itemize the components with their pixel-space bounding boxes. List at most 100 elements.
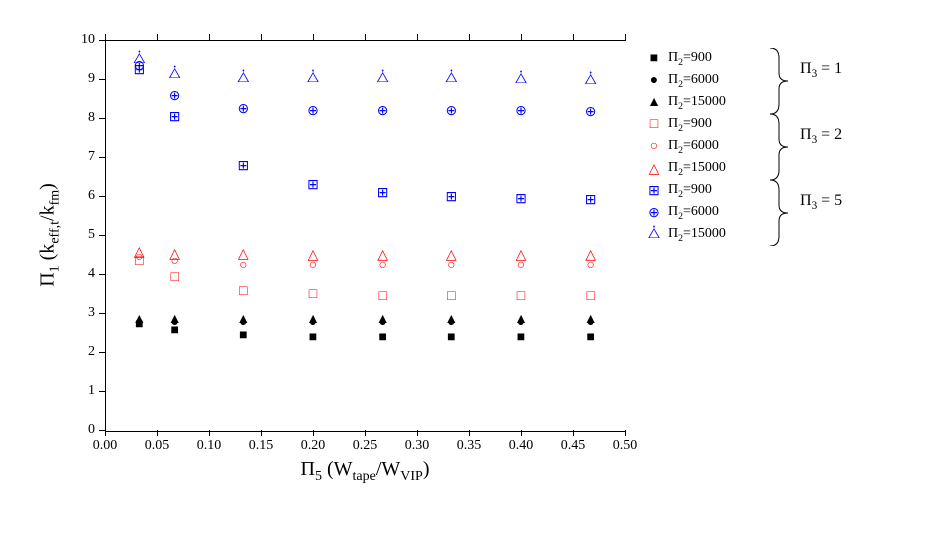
legend-group-brace [770,114,788,180]
data-point: △ [238,248,249,262]
legend-marker: △ [640,161,668,178]
legend-group-brace [770,180,788,246]
data-point: □ [586,290,594,304]
data-point: ▲ [376,313,390,327]
y-tick [99,196,105,197]
legend-label: Π2=6000 [668,72,719,90]
y-tick-label: 6 [88,188,95,204]
x-tick-top [365,34,366,40]
legend-marker: □ [640,117,668,133]
legend-item: ○Π2=6000 [640,136,726,158]
data-point: ⊕ [237,103,249,117]
x-tick-label: 0.35 [457,438,482,454]
data-point: ▲ [584,313,598,327]
y-tick-label: 8 [88,110,95,126]
data-point: △ [134,246,145,260]
legend-item: ■Π2=900 [640,48,726,70]
x-tick [625,430,626,436]
legend-marker: ⊞ [640,183,668,200]
x-tick [313,430,314,436]
legend-group-label: Π3 = 2 [800,126,842,146]
x-tick-top [209,34,210,40]
y-tick [99,352,105,353]
x-tick-top [313,34,314,40]
data-point: ⊞ [585,194,597,208]
data-point: ⊞ [237,160,249,174]
y-tick-label: 4 [88,266,95,282]
legend-item: ▲Π2=15000 [640,92,726,114]
x-tick [261,430,262,436]
data-point: ⊕ [585,106,597,120]
x-tick [365,430,366,436]
data-point: ⊕ [169,90,181,104]
data-point: △ [585,249,596,263]
data-point: ⊞ [515,193,527,207]
data-point: □ [170,271,178,285]
data-point: ⧊ [168,68,181,82]
data-point: △ [516,249,527,263]
x-tick [157,430,158,436]
data-point: ■ [378,331,386,345]
legend-label: Π2=900 [668,116,712,134]
data-point: ■ [309,331,317,345]
x-tick-top [157,34,158,40]
data-point: ▲ [306,313,320,327]
x-tick-label: 0.25 [353,438,378,454]
legend-item: ⧊Π2=15000 [640,224,726,246]
data-point: ▲ [514,313,528,327]
data-point: △ [377,249,388,263]
legend-group-label: Π3 = 5 [800,192,842,212]
x-tick-top [573,34,574,40]
data-point: ⊕ [307,105,319,119]
legend-marker: ■ [640,51,668,67]
data-point: ⊕ [515,105,527,119]
data-point: ⧊ [237,72,250,86]
x-tick [469,430,470,436]
legend-item: ●Π2=6000 [640,70,726,92]
data-point: △ [169,248,180,262]
data-point: ■ [517,331,525,345]
data-point: ■ [586,331,594,345]
x-tick-top [469,34,470,40]
data-point: ⊞ [169,111,181,125]
data-point: ⧊ [133,53,146,67]
data-point: ⊞ [307,179,319,193]
x-tick [573,430,574,436]
x-tick-label: 0.20 [301,438,326,454]
data-point: ⧊ [584,74,597,88]
data-point: ⊞ [445,191,457,205]
legend-group-brace [770,48,788,114]
scatter-chart: Π5 (Wtape/WVIP) Π1 (keff,t/kfm) ■Π2=900●… [0,0,933,539]
x-tick-top [625,34,626,40]
x-axis-title: Π5 (Wtape/WVIP) [301,458,430,485]
legend-label: Π2=15000 [668,160,726,178]
legend-marker: ⧊ [640,227,668,243]
y-tick-label: 2 [88,344,95,360]
data-point: △ [308,249,319,263]
x-tick [209,430,210,436]
x-tick-top [521,34,522,40]
legend-item: ⊞Π2=900 [640,180,726,202]
y-tick-label: 0 [88,422,95,438]
data-point: □ [309,288,317,302]
y-axis-title: Π1 (keff,t/kfm) [37,183,64,287]
legend-label: Π2=15000 [668,94,726,112]
y-tick-label: 7 [88,149,95,165]
legend: ■Π2=900●Π2=6000▲Π2=15000□Π2=900○Π2=6000△… [640,48,726,246]
y-tick [99,118,105,119]
legend-marker: ⊕ [640,205,668,222]
data-point: ▲ [168,313,182,327]
legend-marker: ▲ [640,95,668,111]
y-tick [99,391,105,392]
legend-label: Π2=6000 [668,204,719,222]
y-tick [99,313,105,314]
legend-label: Π2=900 [668,50,712,68]
y-tick [99,274,105,275]
data-point: ⧊ [376,72,389,86]
legend-item: □Π2=900 [640,114,726,136]
data-point: ⊕ [377,105,389,119]
legend-item: △Π2=15000 [640,158,726,180]
x-tick [105,430,106,436]
data-point: ⧊ [445,72,458,86]
data-point: ⧊ [307,72,320,86]
